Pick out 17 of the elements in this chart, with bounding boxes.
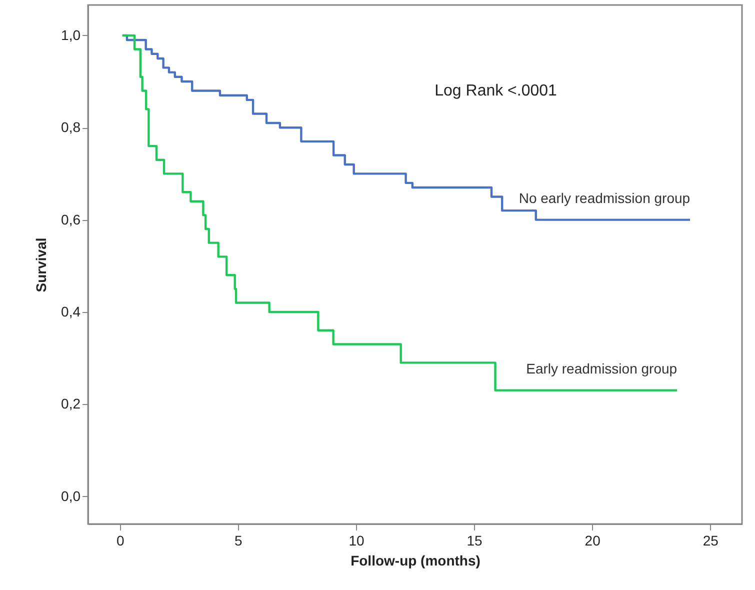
series-label: No early readmission group	[518, 190, 690, 206]
y-tick-label: 0,6	[61, 211, 81, 228]
annotation: Log Rank <.0001	[434, 82, 558, 100]
x-tick-label: 5	[234, 532, 243, 548]
y-tick-label: 0,4	[61, 303, 81, 320]
x-tick-label: 10	[348, 532, 364, 548]
y-axis-title: Survival	[33, 238, 50, 292]
y-tick-label: 1,0	[61, 26, 81, 43]
y-tick-label: 0,8	[61, 119, 81, 136]
x-tick-label: 15	[466, 532, 483, 548]
y-tick-label: 0,0	[61, 488, 81, 504]
x-tick-label: 0	[116, 532, 124, 548]
x-tick-label: 20	[584, 532, 601, 548]
series-label: Early readmission group	[526, 360, 678, 376]
x-axis-title: Follow-up (months)	[350, 552, 480, 568]
x-tick-label: 25	[702, 532, 719, 548]
y-tick-label: 0,2	[61, 396, 81, 412]
